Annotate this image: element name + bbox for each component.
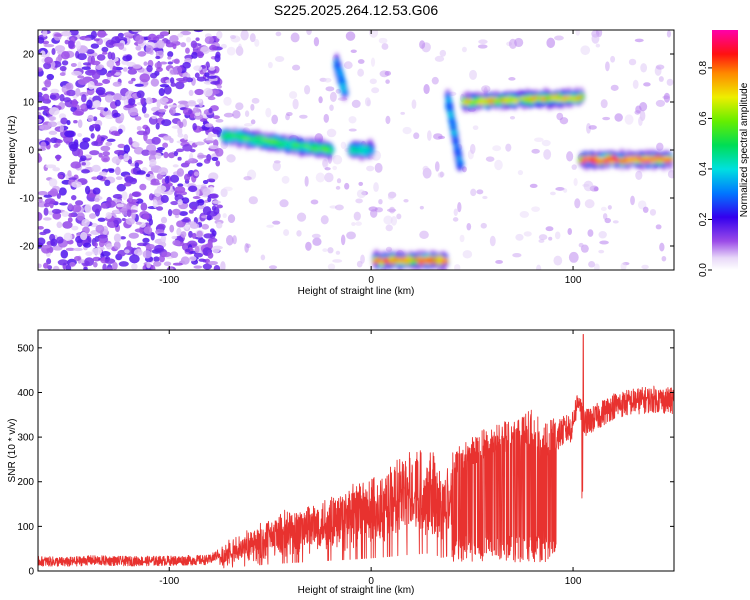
snr-frame	[37, 329, 675, 572]
noise-speckle	[38, 30, 674, 270]
top-ytick-label-4: 20	[23, 50, 35, 61]
top-xtick-label-1: 0	[368, 275, 374, 286]
colorbar-label: Normalized spectral amplitude	[739, 82, 750, 217]
bot-y-axis-label: SNR (10 * v/v)	[7, 419, 18, 483]
bot-ytick-label-0: 0	[28, 567, 34, 578]
ridge-1	[333, 52, 349, 102]
snr-panel: -100 0 100 0 100 200 300 400 500 Height of straig…	[7, 329, 675, 596]
colorbar-tick-label-3: 0.6	[698, 111, 709, 125]
ridge-2	[347, 138, 375, 162]
top-ytick-label-2: 0	[28, 146, 34, 157]
top-x-axis-label: Height of straight line (km)	[298, 286, 415, 297]
snr-series-line	[38, 334, 674, 569]
colorbar-tick-label-1: 0.2	[698, 212, 709, 226]
colorbar-tick-label-0: 0.0	[698, 263, 709, 277]
ridge-4	[444, 88, 464, 171]
bot-ytick-label-3: 300	[17, 433, 34, 444]
top-ytick-label-0: -20	[20, 242, 35, 253]
ridge-0	[219, 127, 335, 160]
bot-xtick-label-2: 100	[565, 576, 582, 587]
top-xtick-label-0: -100	[159, 275, 179, 286]
snr-series-group	[38, 334, 674, 569]
colorbar-tick-label-2: 0.4	[698, 162, 709, 176]
top-ytick-label-3: 10	[23, 98, 35, 109]
bot-ytick-label-2: 200	[17, 477, 34, 488]
figure-title: S225.2025.264.12.53.G06	[273, 2, 439, 18]
bot-ytick-label-5: 500	[17, 343, 34, 354]
top-y-axis-label: Frequency (Hz)	[7, 116, 18, 185]
ridge-3	[371, 249, 450, 270]
top-xtick-label-2: 100	[565, 275, 582, 286]
bot-xtick-label-1: 0	[368, 576, 374, 587]
colorbar: 0.0 0.2 0.4 0.6 0.8 Normalized spectral ampli…	[698, 30, 750, 277]
ridges	[219, 52, 674, 270]
bot-ytick-label-4: 400	[17, 388, 34, 399]
ridge-6	[577, 148, 674, 172]
bot-xtick-label-0: -100	[159, 576, 179, 587]
ridge-5	[460, 86, 586, 113]
spectrogram-heat	[38, 30, 674, 270]
bot-ytick-label-1: 100	[17, 522, 34, 533]
colorbar-tick-label-4: 0.8	[698, 61, 709, 75]
top-ytick-label-1: -10	[20, 194, 35, 205]
bot-x-axis-label: Height of straight line (km)	[298, 585, 415, 596]
colorbar-gradient	[712, 30, 738, 270]
